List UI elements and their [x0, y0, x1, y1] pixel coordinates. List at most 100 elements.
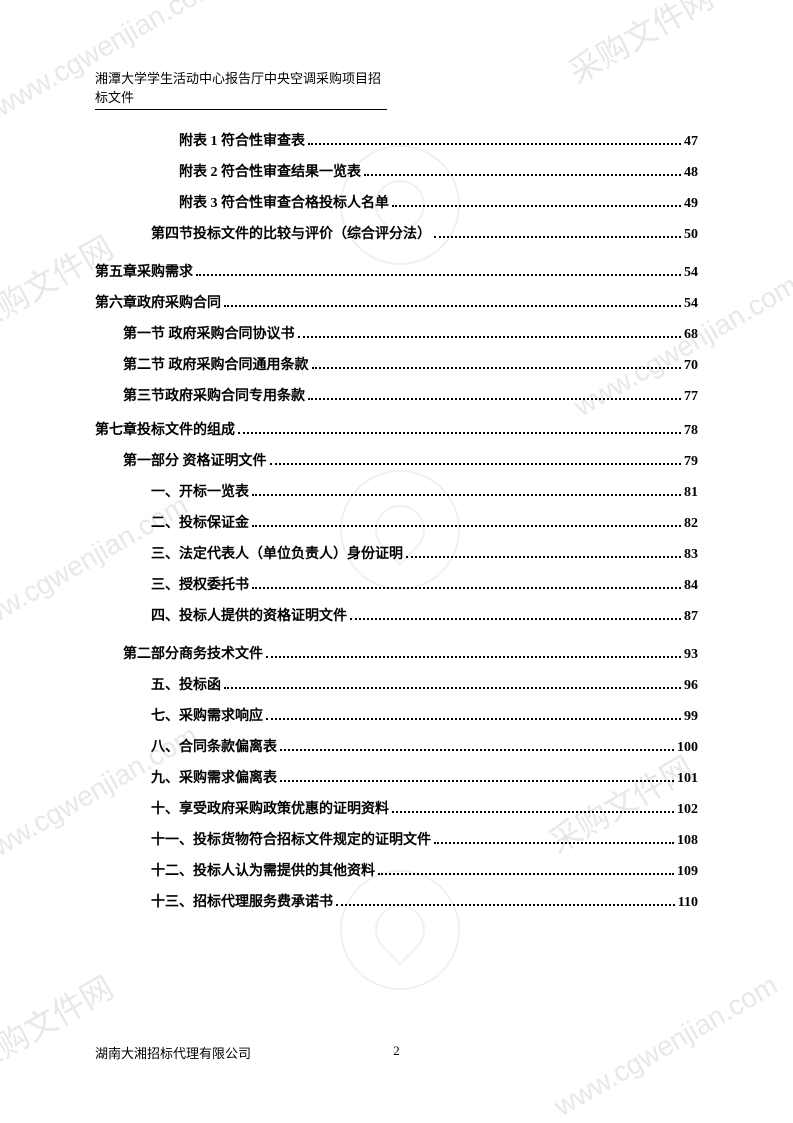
toc-leader-dots — [434, 842, 674, 844]
toc-leader-dots — [270, 463, 682, 465]
toc-page-number: 79 — [684, 454, 698, 470]
toc-label: 十一、投标货物符合招标文件规定的证明文件 — [151, 829, 431, 849]
toc-label: 七、采购需求响应 — [151, 705, 263, 725]
toc-entry: 第七章投标文件的组成 78 — [95, 419, 698, 439]
toc-page-number: 102 — [677, 802, 698, 818]
toc-entry: 第二部分商务技术文件 93 — [95, 643, 698, 663]
toc-page-number: 78 — [684, 423, 698, 439]
toc-page-number: 84 — [684, 578, 698, 594]
toc-entry: 十二、投标人认为需提供的其他资料109 — [95, 860, 698, 880]
toc-page-number: 101 — [677, 771, 698, 787]
toc-leader-dots — [280, 749, 674, 751]
toc-page-number: 100 — [677, 740, 698, 756]
toc-entry: 十三、招标代理服务费承诺书 110 — [95, 891, 698, 911]
toc-label: 第二节 政府采购合同通用条款 — [123, 354, 309, 374]
toc-label: 五、投标函 — [151, 674, 221, 694]
toc-entry: 四、投标人提供的资格证明文件 87 — [95, 605, 698, 625]
toc-entry: 附表 3 符合性审查合格投标人名单 49 — [95, 192, 698, 212]
toc-leader-dots — [392, 205, 681, 207]
toc-entry: 第四节投标文件的比较与评价（综合评分法） 50 — [95, 223, 698, 243]
toc-label: 附表 3 符合性审查合格投标人名单 — [179, 192, 389, 212]
toc-leader-dots — [308, 143, 681, 145]
toc-entry: 第五章采购需求54 — [95, 261, 698, 281]
toc-page-number: 108 — [677, 833, 698, 849]
toc-label: 附表 2 符合性审查结果一览表 — [179, 161, 361, 181]
toc-leader-dots — [364, 174, 681, 176]
footer-page-number: 2 — [393, 1043, 400, 1059]
toc-page-number: 83 — [684, 547, 698, 563]
page-footer: 湖南大湘招标代理有限公司 2 — [95, 1043, 698, 1062]
toc-leader-dots — [252, 587, 681, 589]
toc-page-number: 110 — [678, 895, 698, 911]
toc-label: 九、采购需求偏离表 — [151, 767, 277, 787]
toc-leader-dots — [378, 873, 674, 875]
page-header: 湘潭大学学生活动中心报告厅中央空调采购项目招标文件 — [95, 68, 387, 110]
toc-page-number: 50 — [684, 227, 698, 243]
toc-entry: 二、投标保证金 82 — [95, 512, 698, 532]
toc-page-number: 93 — [684, 647, 698, 663]
toc-label: 三、授权委托书 — [151, 574, 249, 594]
toc-leader-dots — [238, 432, 681, 434]
toc-entry: 三、法定代表人（单位负责人）身份证明 83 — [95, 543, 698, 563]
toc-label: 二、投标保证金 — [151, 512, 249, 532]
toc-page-number: 77 — [684, 389, 698, 405]
toc-entry: 八、合同条款偏离表 100 — [95, 736, 698, 756]
toc-leader-dots — [336, 904, 675, 906]
toc-label: 三、法定代表人（单位负责人）身份证明 — [151, 543, 403, 563]
toc-entry: 十、享受政府采购政策优惠的证明资料 102 — [95, 798, 698, 818]
toc-entry: 第二节 政府采购合同通用条款 70 — [95, 354, 698, 374]
toc-leader-dots — [392, 811, 674, 813]
toc-entry: 五、投标函 96 — [95, 674, 698, 694]
toc-label: 第六章政府采购合同 — [95, 292, 221, 312]
toc-leader-dots — [196, 274, 681, 276]
toc-page-number: 54 — [684, 296, 698, 312]
toc-page-number: 96 — [684, 678, 698, 694]
toc-entry: 第一节 政府采购合同协议书 68 — [95, 323, 698, 343]
toc-label: 十三、招标代理服务费承诺书 — [151, 891, 333, 911]
toc-label: 八、合同条款偏离表 — [151, 736, 277, 756]
toc-leader-dots — [312, 367, 682, 369]
toc-leader-dots — [224, 305, 681, 307]
toc-leader-dots — [406, 556, 681, 558]
toc-label: 第一节 政府采购合同协议书 — [123, 323, 295, 343]
toc-leader-dots — [224, 687, 681, 689]
toc-label: 第二部分商务技术文件 — [123, 643, 263, 663]
toc-page-number: 82 — [684, 516, 698, 532]
toc-entry: 十一、投标货物符合招标文件规定的证明文件 108 — [95, 829, 698, 849]
toc-label: 第一部分 资格证明文件 — [123, 450, 267, 470]
toc-leader-dots — [350, 618, 681, 620]
toc-entry: 附表 1 符合性审查表 47 — [95, 130, 698, 150]
toc-label: 第四节投标文件的比较与评价（综合评分法） — [151, 223, 431, 243]
toc-page-number: 47 — [684, 134, 698, 150]
toc-page-number: 70 — [684, 358, 698, 374]
toc-label: 第三节政府采购合同专用条款 — [123, 385, 305, 405]
toc-page-number: 48 — [684, 165, 698, 181]
toc-entry: 七、采购需求响应 99 — [95, 705, 698, 725]
page-content: 湘潭大学学生活动中心报告厅中央空调采购项目招标文件 附表 1 符合性审查表47附… — [0, 0, 793, 1122]
toc-leader-dots — [434, 236, 681, 238]
toc-page-number: 87 — [684, 609, 698, 625]
footer-company: 湖南大湘招标代理有限公司 — [95, 1043, 251, 1062]
toc-leader-dots — [308, 398, 681, 400]
toc-page-number: 54 — [684, 265, 698, 281]
toc-entry: 第一部分 资格证明文件 79 — [95, 450, 698, 470]
toc-entry: 三、授权委托书 84 — [95, 574, 698, 594]
toc-leader-dots — [266, 718, 681, 720]
toc-leader-dots — [280, 780, 674, 782]
toc-page-number: 99 — [684, 709, 698, 725]
toc-entry: 第三节政府采购合同专用条款 77 — [95, 385, 698, 405]
toc-page-number: 81 — [684, 485, 698, 501]
toc-leader-dots — [252, 494, 681, 496]
table-of-contents: 附表 1 符合性审查表 47 附表 2 符合性审查结果一览表 48 附表 3 符合性审查… — [95, 130, 698, 911]
toc-label: 十、享受政府采购政策优惠的证明资料 — [151, 798, 389, 818]
toc-page-number: 68 — [684, 327, 698, 343]
toc-label: 附表 1 符合性审查表 — [179, 130, 305, 150]
toc-label: 第七章投标文件的组成 — [95, 419, 235, 439]
toc-page-number: 109 — [677, 864, 698, 880]
toc-entry: 第六章政府采购合同 54 — [95, 292, 698, 312]
toc-entry: 附表 2 符合性审查结果一览表 48 — [95, 161, 698, 181]
toc-page-number: 49 — [684, 196, 698, 212]
toc-leader-dots — [252, 525, 681, 527]
toc-label: 四、投标人提供的资格证明文件 — [151, 605, 347, 625]
toc-leader-dots — [298, 336, 682, 338]
